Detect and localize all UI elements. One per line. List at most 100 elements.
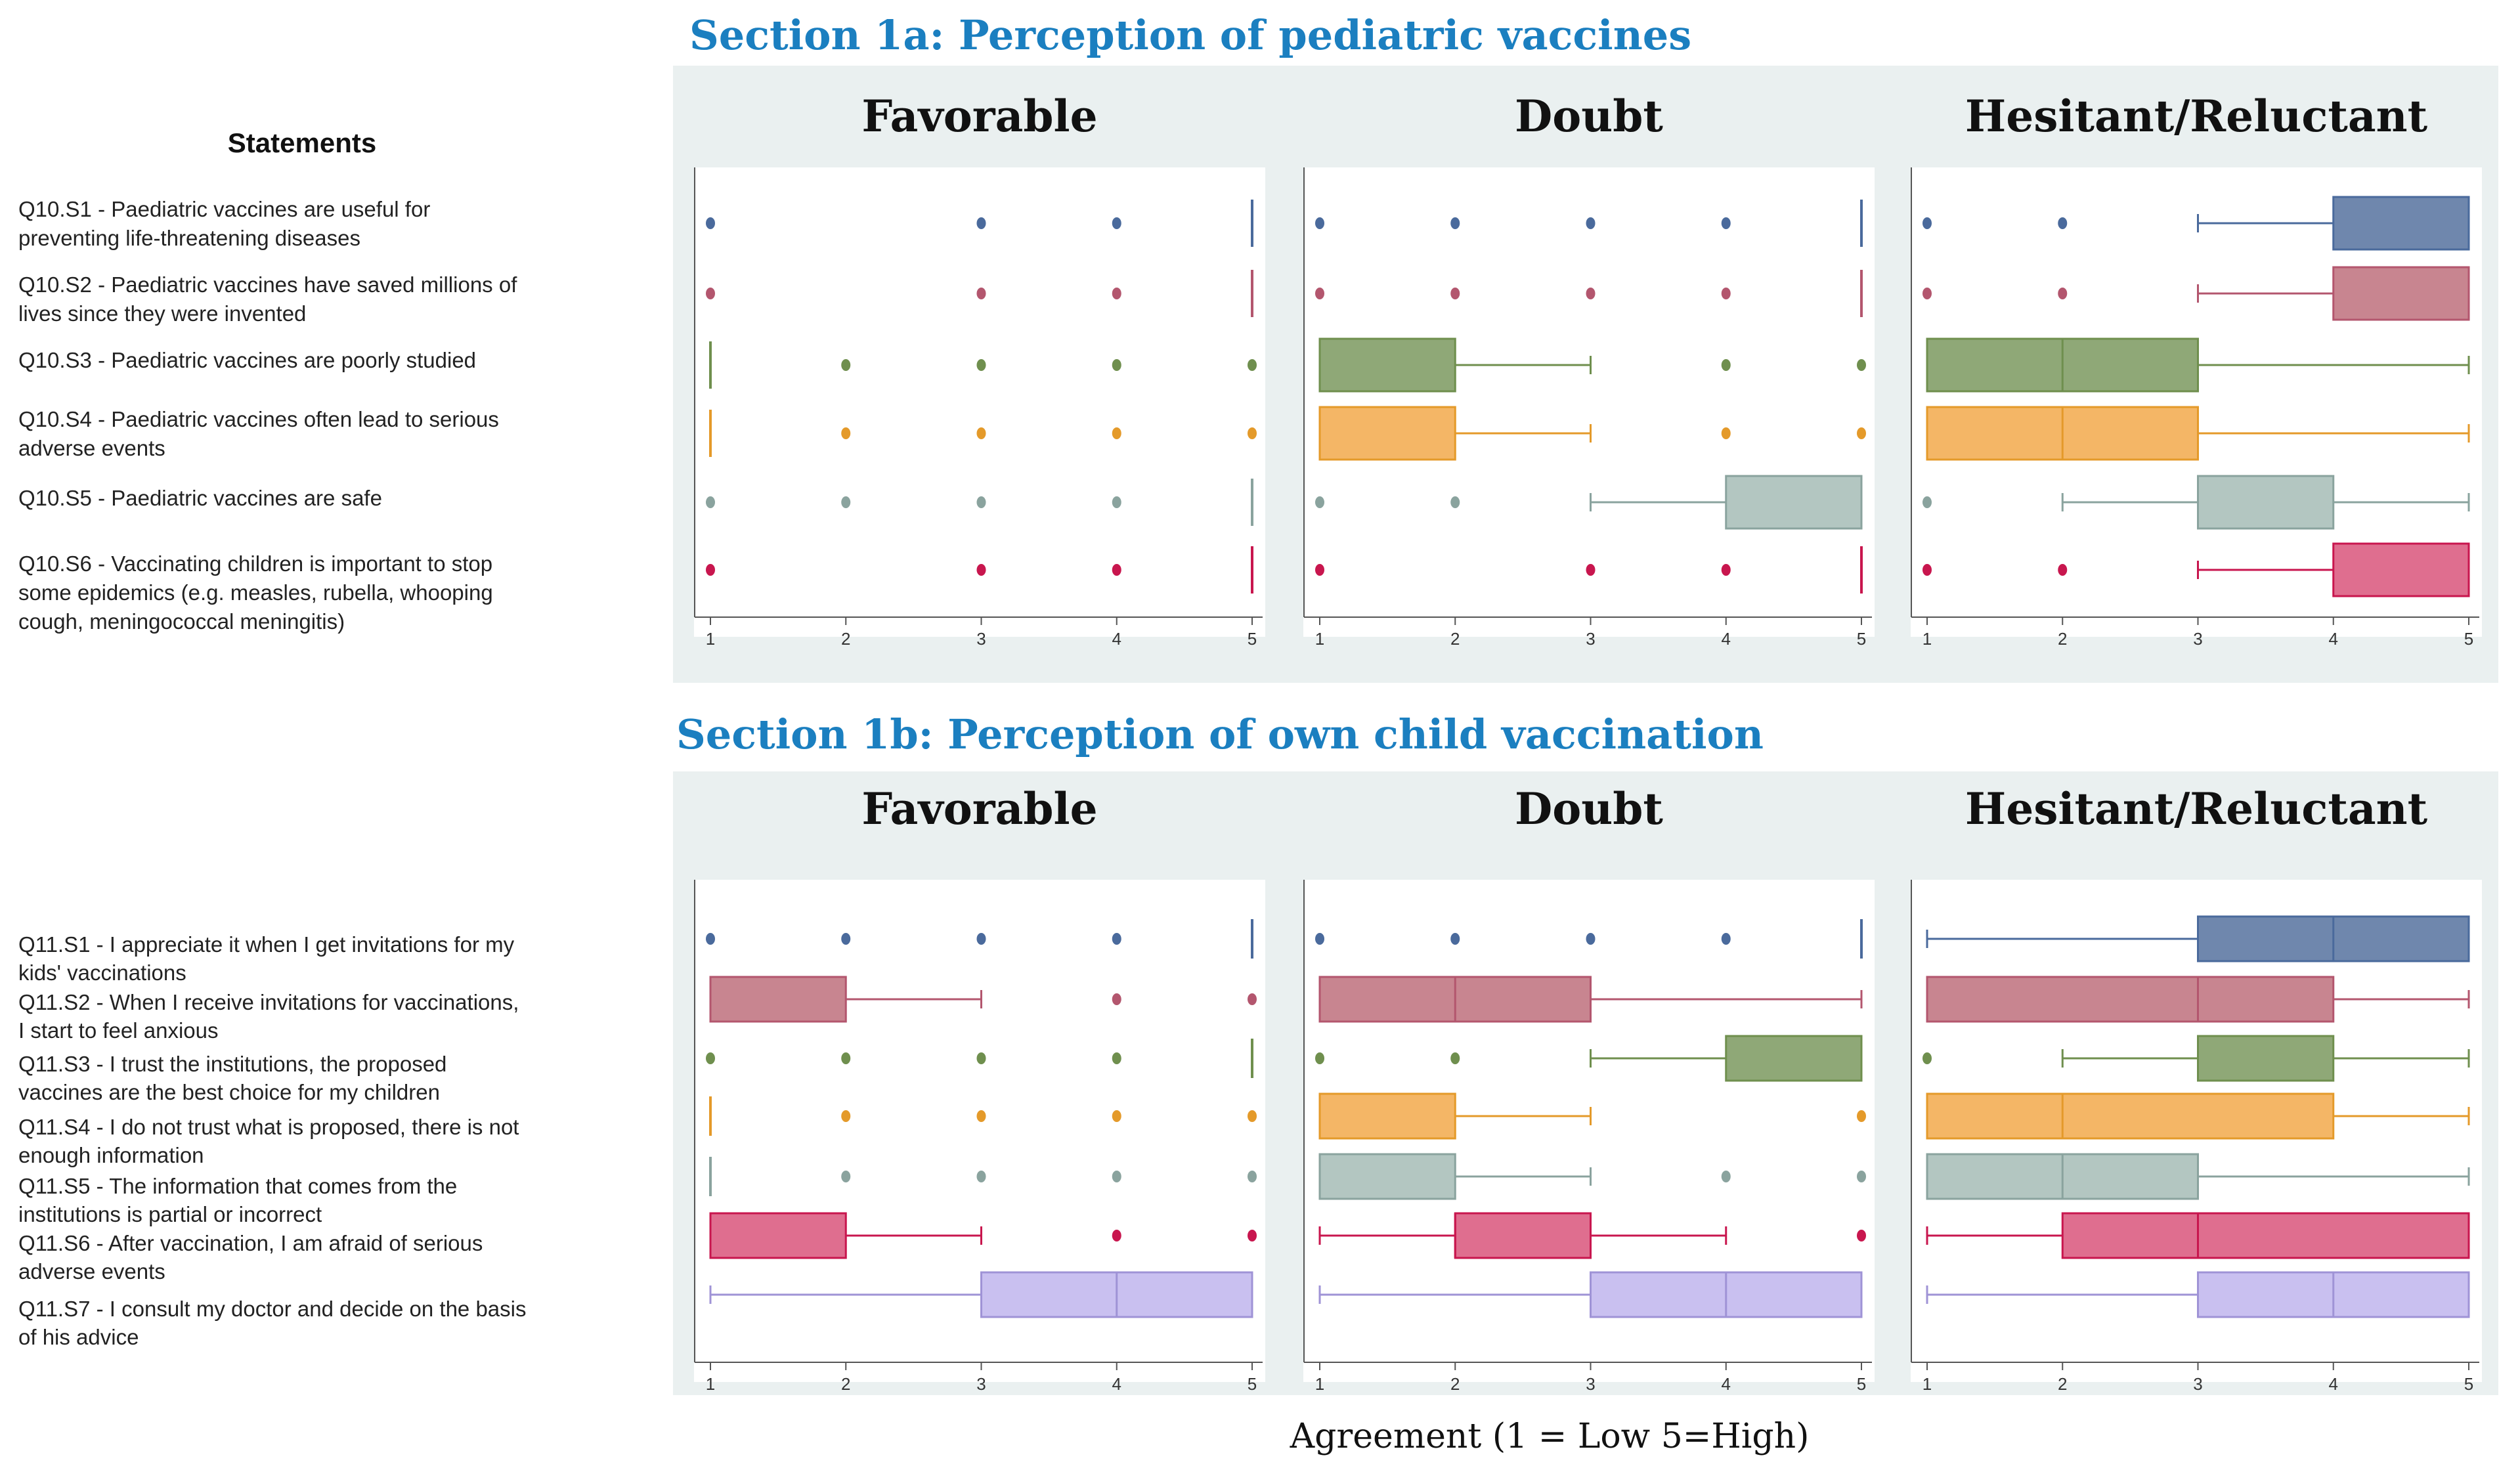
outlier-point (976, 359, 986, 371)
panel-favorable: Favorable 1 2 3 4 5 (694, 91, 1265, 649)
boxplot-q11-s6 (1318, 1212, 1866, 1259)
statement-line: enough information (18, 1143, 204, 1167)
boxplot-q10-s1 (706, 200, 1253, 247)
statement-line: cough, meningococcal meningitis) (18, 609, 345, 634)
boxplot-q11-s2 (709, 976, 1257, 1023)
outlier-point (1112, 1052, 1121, 1064)
statement-line: adverse events (18, 436, 165, 460)
boxplot-q10-s1 (1923, 196, 2470, 251)
outlier-point (841, 427, 851, 439)
outlier-point (1112, 1230, 1121, 1241)
panel-title: Favorable (861, 783, 1097, 834)
x-tick-label: 5 (1857, 629, 1866, 649)
x-tick-label: 2 (1450, 1374, 1460, 1394)
outlier-point (1721, 427, 1731, 439)
statement-label-q10-s2: Q10.S2 - Paediatric vaccines have saved … (18, 272, 517, 326)
statement-label-q11-s5: Q11.S5 - The information that comes from… (18, 1174, 457, 1226)
statement-line: Q10.S5 - Paediatric vaccines are safe (18, 486, 382, 510)
boxplot-q11-s5 (1318, 1153, 1866, 1200)
boxplot-q11-s3 (1315, 1035, 1863, 1082)
boxplot-q11-s2 (1318, 976, 1863, 1023)
x-tick-label: 5 (1857, 1374, 1866, 1394)
outlier-point (1450, 496, 1460, 508)
statement-line: lives since they were invented (18, 301, 306, 326)
box-iqr (1454, 1212, 1592, 1259)
outlier-point (1450, 288, 1460, 299)
x-tick-label: 3 (2193, 629, 2202, 649)
x-tick-label: 4 (1112, 1374, 1121, 1394)
outlier-point (1450, 217, 1460, 229)
box-iqr (1318, 406, 1456, 461)
boxplot-q10-s3 (1318, 337, 1866, 393)
x-tick-label: 4 (1722, 629, 1731, 649)
box-iqr (2332, 266, 2470, 321)
outlier-point (1112, 496, 1121, 508)
outlier-point (1112, 288, 1121, 299)
box-iqr (1926, 976, 2335, 1023)
x-tick-label: 3 (2193, 1374, 2202, 1394)
panel-title: Favorable (861, 91, 1097, 142)
outlier-point (2058, 288, 2068, 299)
statement-line: Q11.S4 - I do not trust what is proposed… (18, 1115, 519, 1139)
x-tick-label: 1 (1923, 629, 1932, 649)
boxplot-q11-s1 (1315, 919, 1863, 959)
outlier-point (1112, 1171, 1121, 1182)
boxplot-q10-s5 (1315, 475, 1863, 530)
x-tick-label: 3 (1586, 629, 1595, 649)
statement-line: Q11.S7 - I consult my doctor and decide … (18, 1297, 527, 1321)
statement-label-q10-s3: Q10.S3 - Paediatric vaccines are poorly … (18, 348, 476, 372)
statement-line: vaccines are the best choice for my chil… (18, 1080, 440, 1104)
boxplot-q11-s1 (1926, 915, 2470, 962)
statement-line: Q11.S2 - When I receive invitations for … (18, 990, 519, 1014)
panel-title: Hesitant/Reluctant (1965, 783, 2428, 834)
section-title: Section 1a: Perception of pediatric vacc… (689, 11, 1691, 59)
outlier-point (976, 1110, 986, 1122)
section-title: Section 1b: Perception of own child vacc… (676, 710, 1764, 758)
outlier-point (976, 288, 986, 299)
statement-line: preventing life-threatening diseases (18, 226, 360, 250)
outlier-point (1112, 1110, 1121, 1122)
outlier-point (1721, 359, 1731, 371)
outlier-point (1923, 1052, 1932, 1064)
outlier-point (1586, 564, 1596, 576)
boxplot-q11-s6 (709, 1212, 1257, 1259)
x-tick-label: 4 (2329, 1374, 2338, 1394)
box-iqr (2197, 475, 2335, 530)
boxplot-q10-s2 (706, 270, 1253, 317)
statement-label-q11-s4: Q11.S4 - I do not trust what is proposed… (18, 1115, 519, 1167)
x-tick-label: 1 (706, 1374, 715, 1394)
outlier-point (976, 1171, 986, 1182)
outlier-point (841, 496, 851, 508)
statement-line: of his advice (18, 1325, 139, 1349)
x-tick-label: 5 (1248, 629, 1257, 649)
x-axis-label: Agreement (1 = Low 5=High) (1290, 1417, 1810, 1456)
outlier-point (1112, 933, 1121, 945)
outlier-point (1248, 359, 1257, 371)
outlier-point (1857, 427, 1866, 439)
boxplot-q11-s7 (1926, 1271, 2470, 1318)
boxplot-q10-s4 (1926, 406, 2470, 461)
statement-label-q11-s3: Q11.S3 - I trust the institutions, the p… (18, 1052, 446, 1104)
outlier-point (1112, 217, 1121, 229)
outlier-point (1112, 427, 1121, 439)
statement-label-q11-s6: Q11.S6 - After vaccination, I am afraid … (18, 1231, 483, 1284)
boxplot-q11-s3 (1923, 1035, 2470, 1082)
outlier-point (1857, 359, 1866, 371)
x-tick-label: 3 (976, 1374, 986, 1394)
outlier-point (706, 564, 715, 576)
panel-hesitant-reluctant: Hesitant/Reluctant 1 2 3 4 5 (1911, 91, 2482, 649)
outlier-point (976, 933, 986, 945)
x-tick-label: 2 (2058, 1374, 2067, 1394)
boxplot-q10-s2 (1923, 266, 2470, 321)
section-1a: Section 1a: Perception of pediatric vacc… (18, 11, 2498, 683)
outlier-point (1450, 1052, 1460, 1064)
outlier-point (841, 933, 851, 945)
outlier-point (841, 359, 851, 371)
statement-label-q10-s5: Q10.S5 - Paediatric vaccines are safe (18, 486, 382, 510)
x-tick-label: 2 (1450, 629, 1460, 649)
statement-line: Q10.S3 - Paediatric vaccines are poorly … (18, 348, 476, 372)
statement-line: Q11.S6 - After vaccination, I am afraid … (18, 1231, 483, 1255)
panel-title: Hesitant/Reluctant (1965, 91, 2428, 142)
x-tick-label: 5 (2464, 629, 2473, 649)
outlier-point (976, 427, 986, 439)
